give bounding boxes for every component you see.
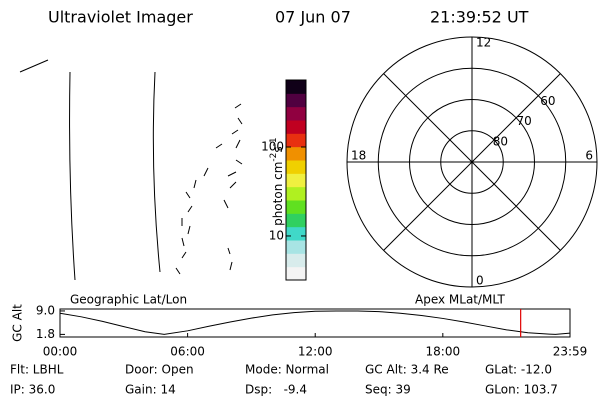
title: Ultraviolet Imager xyxy=(48,8,193,27)
color-band xyxy=(286,173,306,188)
label-part: s xyxy=(271,146,285,152)
x-tick-label: 12:00 xyxy=(298,345,333,359)
color-band xyxy=(286,266,306,281)
info-text: Mode: Normal xyxy=(245,363,329,377)
x-tick-label: 18:00 xyxy=(426,345,461,359)
y-tick-label: 1.8 xyxy=(36,327,55,341)
map-lines xyxy=(19,59,243,281)
y-axis-label: GC Alt xyxy=(11,304,25,342)
panel-label: Apex MLat/MLT xyxy=(415,293,505,307)
info-text: GC Alt: 3.4 Re xyxy=(365,363,449,377)
color-band xyxy=(286,226,306,241)
color-band xyxy=(286,213,306,228)
color-band xyxy=(286,93,306,108)
info-text: GLat: -12.0 xyxy=(485,363,552,377)
ring-label: 60 xyxy=(540,94,555,108)
color-band xyxy=(286,133,306,148)
hour-label: 12 xyxy=(476,36,491,50)
info-text: Door: Open xyxy=(125,363,194,377)
color-band xyxy=(286,146,306,161)
colorbar-frame xyxy=(285,79,307,281)
info-text: Gain: 14 xyxy=(125,383,176,397)
label-part: -1 xyxy=(269,137,279,146)
label-part: photon cm xyxy=(271,162,285,226)
polar-diag xyxy=(383,73,561,251)
color-band xyxy=(286,120,306,134)
info-text: GLon: 103.7 xyxy=(485,383,558,397)
info-text: IP: 36.0 xyxy=(10,383,55,397)
info-text: Seq: 39 xyxy=(365,383,411,397)
x-tick-label: 06:00 xyxy=(170,345,205,359)
color-band xyxy=(286,186,306,201)
hour-label: 0 xyxy=(476,274,484,288)
info-text: Dsp: -9.4 xyxy=(245,383,307,397)
tick-label: 100 xyxy=(261,139,284,153)
color-band xyxy=(286,106,306,121)
panel-label: Geographic Lat/Lon xyxy=(70,293,187,307)
y-tick-label: 9.0 xyxy=(36,303,55,317)
hour-label: 18 xyxy=(351,149,366,163)
label-part: -2 xyxy=(269,153,279,162)
ring-label: 70 xyxy=(517,114,532,128)
color-band xyxy=(286,200,306,214)
x-tick-label: 23:59 xyxy=(553,345,588,359)
color-band xyxy=(286,253,306,268)
hour-label: 6 xyxy=(585,149,593,163)
tick-label: 10 xyxy=(269,228,284,242)
color-band xyxy=(286,80,306,94)
color-band xyxy=(286,160,306,174)
time: 21:39:52 UT xyxy=(430,8,529,27)
info-text: Flt: LBHL xyxy=(10,363,64,377)
color-band xyxy=(286,240,306,254)
date: 07 Jun 07 xyxy=(275,8,351,27)
ring-label: 80 xyxy=(493,134,508,148)
x-tick-label: 00:00 xyxy=(43,345,78,359)
colorbar-label: photon cm-2s-1 xyxy=(266,126,285,245)
altitude-line xyxy=(59,310,571,335)
